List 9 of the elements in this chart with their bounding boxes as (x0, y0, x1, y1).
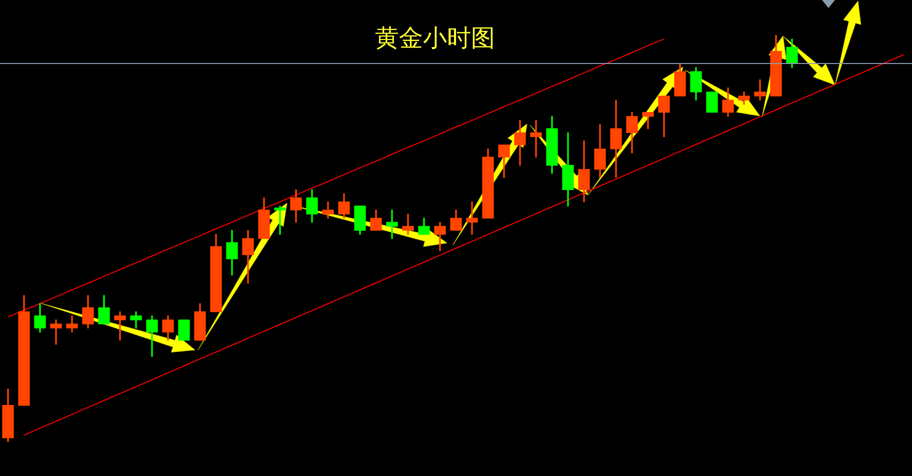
candlestick (114, 311, 126, 341)
chart-title: 黄金小时图 (374, 23, 496, 54)
candlestick (386, 210, 398, 239)
candlestick (466, 202, 478, 235)
candlestick (50, 320, 62, 345)
candlestick (530, 120, 542, 158)
candlestick (274, 206, 286, 235)
candlestick (402, 214, 414, 235)
candlestick (754, 79, 766, 100)
